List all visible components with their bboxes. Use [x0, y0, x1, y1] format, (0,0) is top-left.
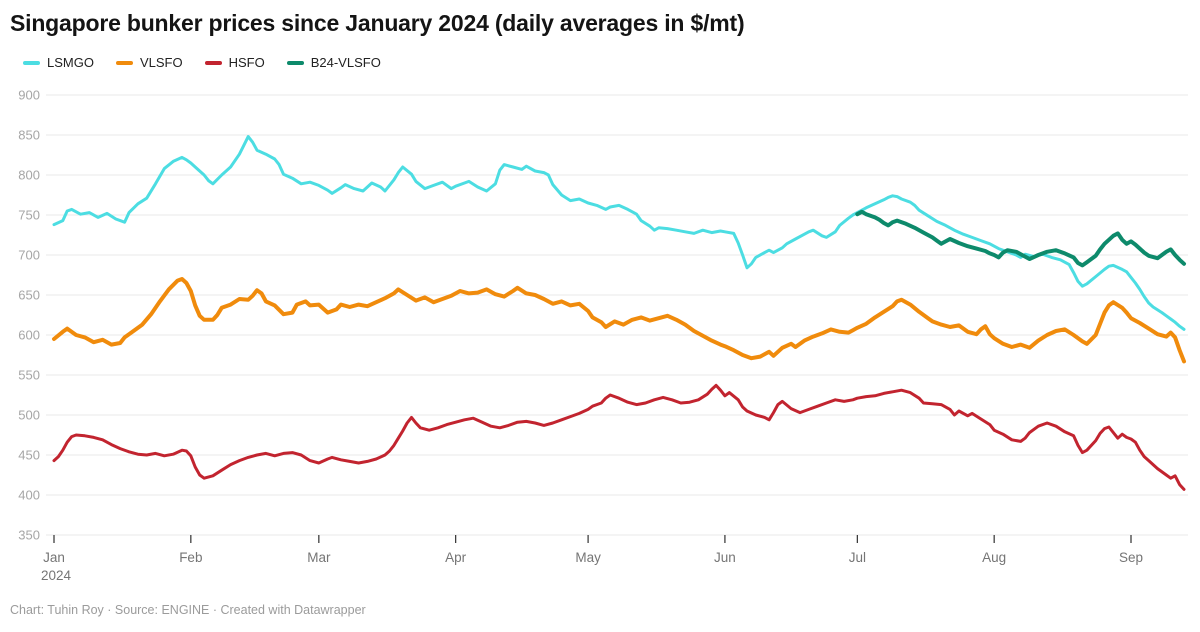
- legend-item-hsfo: HSFO: [204, 55, 265, 70]
- x-axis-label-jul: Jul: [849, 550, 866, 565]
- legend-swatch-lsmgo: [23, 60, 40, 65]
- chart-footer: Chart: Tuhin Roy · Source: ENGINE · Crea…: [10, 603, 366, 617]
- series-line-b24-vlsfo[interactable]: [855, 209, 1186, 268]
- legend-swatch-b24-vlsfo: [286, 60, 304, 65]
- y-axis-label-900: 900: [18, 88, 40, 103]
- y-axis-label-350: 350: [18, 528, 40, 543]
- y-axis-label-700: 700: [18, 248, 40, 263]
- y-axis-label-850: 850: [18, 128, 40, 143]
- y-axis-label-550: 550: [18, 368, 40, 383]
- legend-label-b24-vlsfo: B24-VLSFO: [310, 55, 381, 70]
- y-axis-label-650: 650: [18, 288, 40, 303]
- legend-swatch-vlsfo: [115, 60, 133, 65]
- chart-title: Singapore bunker prices since January 20…: [10, 10, 745, 36]
- x-axis-label-mar: Mar: [307, 550, 331, 565]
- legend-item-lsmgo: LSMGO: [23, 55, 94, 70]
- y-axis-label-800: 800: [18, 168, 40, 183]
- legend-item-vlsfo: VLSFO: [115, 55, 183, 70]
- y-axis-label-450: 450: [18, 448, 40, 463]
- x-axis-label-jan: Jan: [43, 550, 65, 565]
- y-axis-label-500: 500: [18, 408, 40, 423]
- chart-legend: LSMGO VLSFO HSFO B24-VLSFO: [23, 55, 381, 70]
- x-axis-label-feb: Feb: [179, 550, 202, 565]
- series-line-lsmgo[interactable]: [52, 135, 1186, 331]
- legend-label-hsfo: HSFO: [228, 55, 265, 70]
- series-line-vlsfo[interactable]: [52, 277, 1186, 364]
- x-axis-label-jun: Jun: [714, 550, 736, 565]
- x-axis-label-apr: Apr: [445, 550, 467, 565]
- y-axis-label-400: 400: [18, 488, 40, 503]
- x-axis-year-label: 2024: [41, 568, 72, 583]
- y-axis-label-750: 750: [18, 208, 40, 223]
- legend-label-vlsfo: VLSFO: [139, 55, 183, 70]
- x-axis-label-may: May: [575, 550, 601, 565]
- series-line-hsfo[interactable]: [52, 383, 1186, 491]
- legend-label-lsmgo: LSMGO: [47, 55, 94, 70]
- legend-item-b24-vlsfo: B24-VLSFO: [286, 55, 381, 70]
- x-axis-label-aug: Aug: [982, 550, 1006, 565]
- y-axis-label-600: 600: [18, 328, 40, 343]
- legend-swatch-hsfo: [204, 60, 222, 65]
- x-axis-label-sep: Sep: [1119, 550, 1143, 565]
